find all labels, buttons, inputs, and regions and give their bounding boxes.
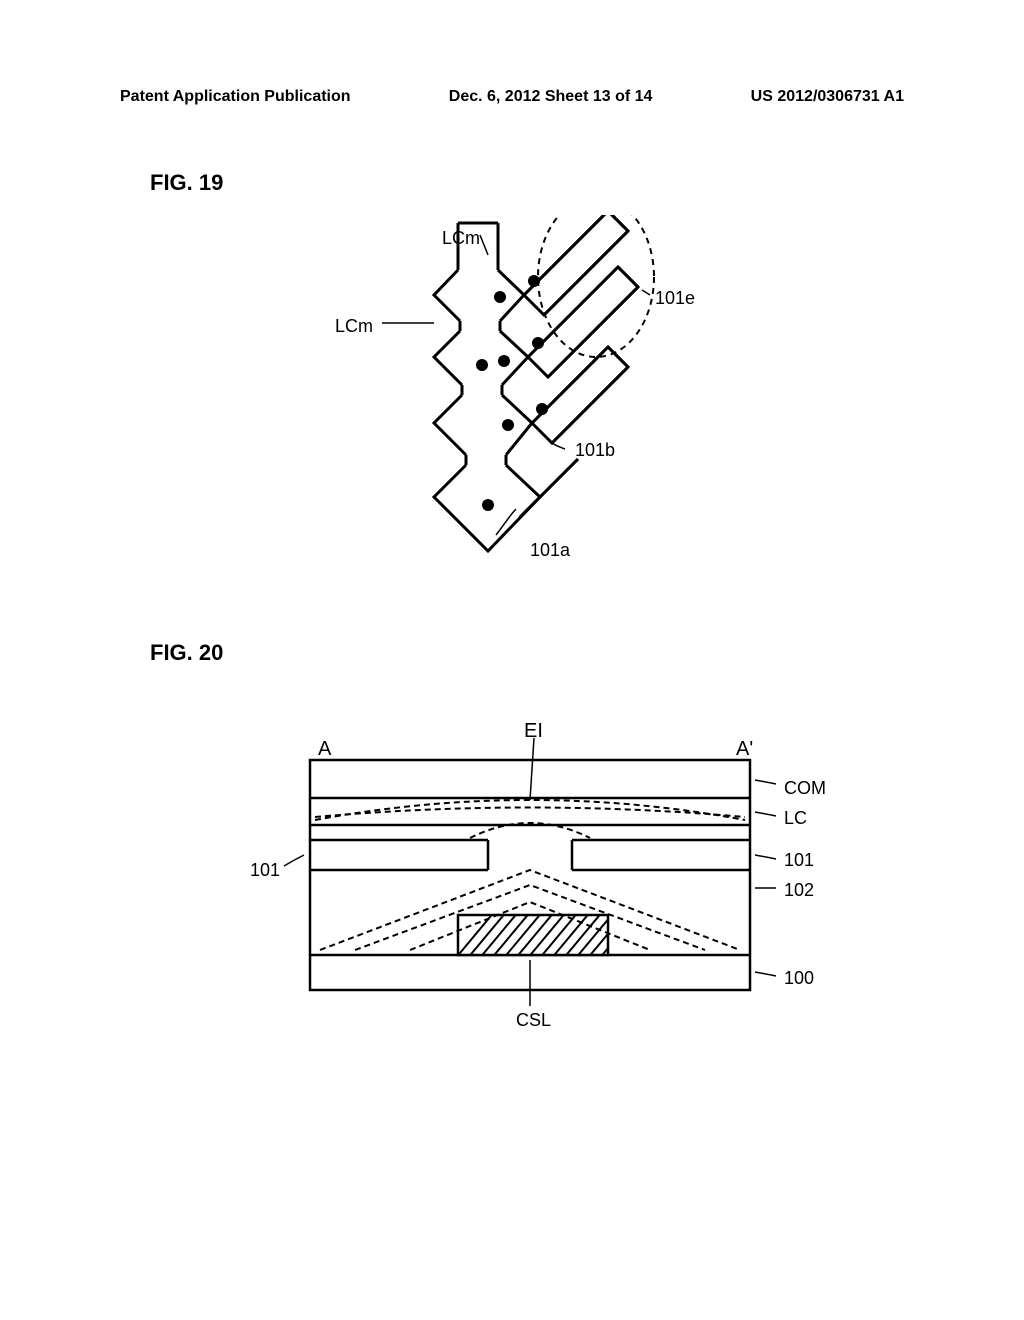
fig20-EI: EI	[524, 720, 543, 743]
page-header: Patent Application Publication Dec. 6, 2…	[0, 88, 1024, 106]
fig19-lcm-left: LCm	[335, 316, 373, 337]
fig19-container	[310, 215, 730, 570]
fig20-COM: COM	[784, 778, 826, 799]
fig19-lcm-top: LCm	[442, 228, 480, 249]
fig20-100: 100	[784, 968, 814, 989]
fig20-101-right: 101	[784, 850, 814, 871]
fig19-label: FIG. 19	[150, 170, 223, 196]
fig20-A-prime: A'	[736, 738, 753, 761]
fig20-container	[260, 720, 860, 1045]
fig20-LC: LC	[784, 808, 807, 829]
fig20-svg	[260, 720, 860, 1040]
header-center: Dec. 6, 2012 Sheet 13 of 14	[449, 88, 653, 106]
fig20-CSL: CSL	[516, 1010, 551, 1031]
fig20-A: A	[318, 738, 331, 761]
fig19-ref-101e: 101e	[655, 288, 695, 309]
fig19-ref-101a: 101a	[530, 540, 570, 561]
fig19-svg	[310, 215, 730, 565]
fig20-label: FIG. 20	[150, 640, 223, 666]
header-left: Patent Application Publication	[120, 88, 351, 106]
fig20-101-left: 101	[250, 860, 280, 881]
fig19-ref-101b: 101b	[575, 440, 615, 461]
header-right: US 2012/0306731 A1	[751, 88, 904, 106]
fig20-102: 102	[784, 880, 814, 901]
